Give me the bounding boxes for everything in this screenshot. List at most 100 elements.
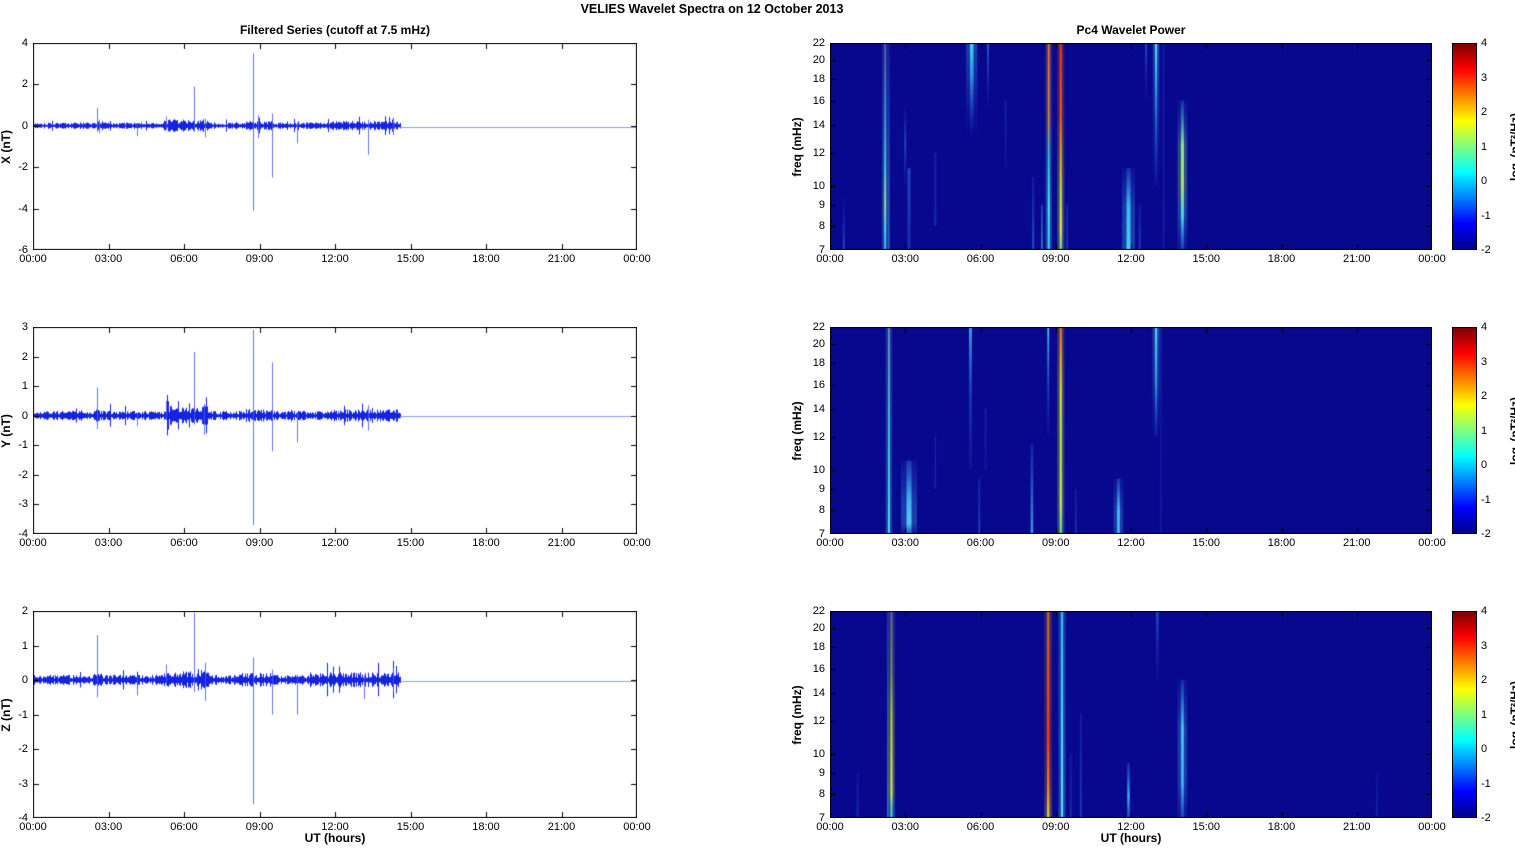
- x-tick-label: 12:00: [321, 537, 349, 549]
- y-tick-label: 10: [812, 747, 825, 760]
- timeseries-z-panel: Z (nT) 00:00 03:00 06:00 09:00 12:00 15:00 18:…: [0, 605, 651, 833]
- x-tick-label: 12:00: [1117, 537, 1145, 549]
- x-tick-label: 00:00: [19, 821, 47, 833]
- x-tick-label: 18:00: [472, 253, 500, 265]
- x-tick-label: 09:00: [245, 821, 274, 833]
- x-tick-label: 00:00: [19, 253, 47, 265]
- timeseries-y-ylabel: Y (nT): [0, 413, 13, 448]
- y-tick-label: 10: [812, 463, 825, 476]
- y-tick-label: -4: [18, 202, 28, 215]
- y-tick-label: 2: [21, 350, 28, 363]
- colorbar-y: log₂(nT²/Hz) 4 3 2 1 0 -1 -2: [1452, 321, 1515, 540]
- y-tick-label: 22: [812, 321, 825, 333]
- colorbar-tick-label: -1: [1481, 209, 1491, 222]
- x-tick-label: 03:00: [891, 537, 920, 549]
- x-tick-label: 12:00: [1117, 821, 1145, 833]
- x-tick-label: 18:00: [1267, 537, 1296, 549]
- colorbar-tick-label: -1: [1481, 777, 1491, 790]
- y-tick-label: -2: [18, 743, 28, 755]
- y-tick-label: 18: [812, 73, 825, 86]
- y-tick-label: 8: [818, 787, 825, 800]
- timeseries-x-plot: [33, 43, 637, 250]
- y-tick-label: -4: [18, 528, 28, 540]
- y-tick-label: 0: [21, 674, 28, 686]
- timeseries-y-panel: Y (nT) 00:00 03:00 06:00 09:00 12:00 15:00 18:…: [0, 321, 651, 549]
- x-tick-label: 18:00: [472, 821, 500, 833]
- x-tick-label: 15:00: [396, 537, 425, 549]
- x-tick-label: 00:00: [1418, 253, 1446, 265]
- colorbar-tick-label: 2: [1481, 106, 1488, 118]
- colorbar-tick-label: -2: [1481, 244, 1491, 256]
- x-tick-label: 09:00: [245, 253, 274, 265]
- x-tick-label: 06:00: [966, 537, 995, 549]
- x-tick-label: 03:00: [94, 537, 123, 549]
- x-tick-label: 09:00: [245, 537, 274, 549]
- colorbar-tick-label: 3: [1481, 71, 1488, 84]
- y-tick-label: 9: [818, 198, 825, 211]
- x-tick-label: 15:00: [1192, 253, 1221, 265]
- x-tick-label: 06:00: [966, 253, 995, 265]
- y-tick-label: 12: [812, 430, 825, 443]
- colorbar-tick-label: 2: [1481, 674, 1488, 686]
- y-tick-label: 8: [818, 503, 825, 516]
- colorbar-tick-label: -2: [1481, 812, 1491, 824]
- x-tick-label: 15:00: [1192, 821, 1221, 833]
- y-tick-label: 0: [21, 119, 28, 132]
- colorbar-tick-label: 3: [1481, 355, 1488, 368]
- wavelet-x-plot: [830, 43, 1432, 250]
- x-tick-label: 00:00: [816, 253, 844, 265]
- x-tick-label: 21:00: [547, 821, 576, 833]
- y-tick-label: 3: [21, 321, 28, 333]
- y-tick-label: 14: [812, 686, 825, 699]
- colorbar-tick-label: 1: [1481, 140, 1488, 153]
- colorbar-y-label: log₂(nT²/Hz): [1508, 396, 1515, 465]
- y-tick-label: -2: [18, 161, 28, 174]
- x-tick-label: 00:00: [623, 253, 651, 265]
- y-tick-label: 14: [812, 402, 825, 415]
- colorbar-tick-label: 2: [1481, 390, 1488, 402]
- colorbar-x: log₂(nT²/Hz) 4 3 2 1 0 -1 -2: [1452, 37, 1515, 256]
- timeseries-x-panel: X (nT) 00:00 03:00 06:00 09:00 12:00 15:00 18:…: [0, 37, 651, 265]
- y-tick-label: 10: [812, 179, 825, 192]
- x-tick-label: 00:00: [1418, 537, 1446, 549]
- x-tick-label: 00:00: [623, 537, 651, 549]
- y-tick-label: 20: [812, 338, 825, 351]
- timeseries-y-plot: [33, 327, 637, 534]
- x-tick-label: 18:00: [1267, 821, 1296, 833]
- x-tick-label: 06:00: [170, 537, 198, 549]
- y-tick-label: 18: [812, 357, 825, 370]
- x-tick-label: 12:00: [321, 821, 349, 833]
- y-tick-label: 7: [818, 528, 825, 540]
- left-x-axis-label: UT (hours): [304, 831, 366, 845]
- y-tick-label: 22: [812, 605, 825, 617]
- left-column-title: Filtered Series (cutoff at 7.5 mHz): [239, 23, 431, 37]
- x-tick-label: 00:00: [816, 537, 844, 549]
- y-tick-label: 12: [812, 714, 825, 727]
- y-tick-label: 1: [21, 380, 28, 393]
- x-tick-label: 15:00: [396, 821, 425, 833]
- x-tick-label: 15:00: [396, 253, 425, 265]
- x-tick-label: 00:00: [19, 537, 47, 549]
- x-tick-label: 12:00: [1117, 253, 1145, 265]
- y-tick-label: 14: [812, 118, 825, 131]
- x-tick-label: 21:00: [547, 253, 576, 265]
- figure-title: VELIES Wavelet Spectra on 12 October 201…: [580, 2, 844, 16]
- y-tick-label: 1: [21, 639, 28, 652]
- timeseries-x-ylabel: X (nT): [0, 129, 13, 164]
- y-tick-label: -4: [18, 812, 28, 824]
- y-tick-label: 0: [21, 409, 28, 422]
- x-tick-label: 06:00: [170, 821, 198, 833]
- wavelet-x-ylabel: freq (mHz): [790, 116, 804, 177]
- x-tick-label: 09:00: [1041, 253, 1070, 265]
- colorbar-tick-label: 0: [1481, 175, 1488, 187]
- wavelet-y-ylabel: freq (mHz): [790, 400, 804, 461]
- x-tick-label: 03:00: [94, 253, 123, 265]
- colorbar-z-gradient: [1452, 611, 1477, 818]
- x-tick-label: 09:00: [1041, 537, 1070, 549]
- y-tick-label: 20: [812, 54, 825, 67]
- y-tick-label: 7: [818, 812, 825, 824]
- y-tick-label: 16: [812, 94, 825, 107]
- x-tick-label: 15:00: [1192, 537, 1221, 549]
- colorbar-tick-label: 0: [1481, 743, 1488, 755]
